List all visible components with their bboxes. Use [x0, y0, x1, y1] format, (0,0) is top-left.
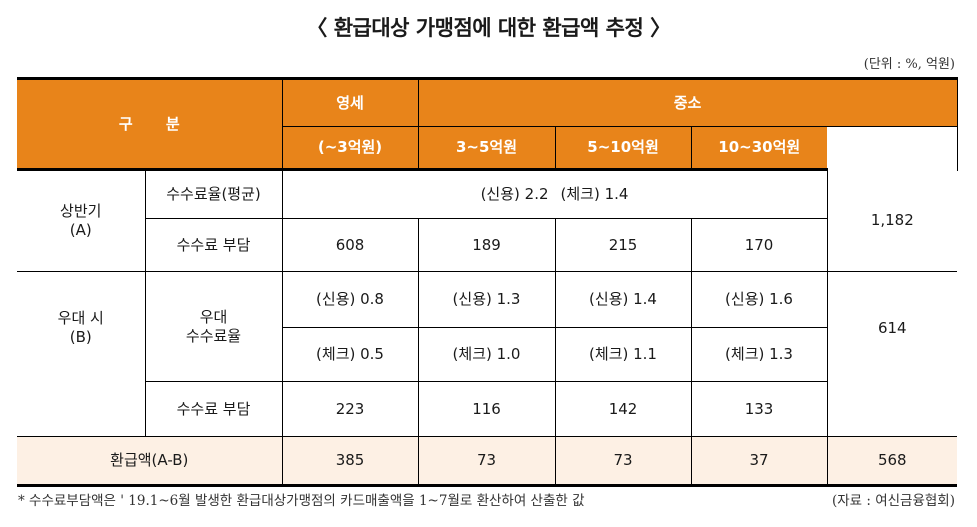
- header-small: 영세: [281, 77, 419, 127]
- refund-value: 73: [554, 436, 692, 487]
- table-row: 상반기 (A) 수수료율(평균) (신용) 2.2 (체크) 1.4 1,182: [17, 169, 958, 272]
- fee-burden-label: 수수료 부담: [144, 381, 283, 437]
- refund-label: 환급액(A-B): [17, 436, 283, 487]
- check-rate: (체크) 1.1: [554, 327, 692, 382]
- header-medium-range-2: 5~10억원: [554, 126, 692, 171]
- fee-burden-value: 142: [554, 381, 692, 437]
- fee-burden-value: 189: [417, 218, 556, 272]
- table-row-refund: 환급액(A-B) 385 73 73 37 568: [17, 436, 958, 487]
- unit-note: (단위 : %, 억원): [863, 57, 955, 72]
- refund-value: 385: [281, 436, 419, 487]
- fee-burden-value: 170: [690, 218, 828, 272]
- header-medium: 중소: [417, 77, 958, 127]
- header-medium-range-3: 10~30억원: [690, 126, 828, 171]
- first-half-label: 상반기 (A): [17, 169, 145, 272]
- preferential-label: 우대 시 (B): [17, 271, 145, 437]
- header-category: 구 분: [17, 77, 283, 171]
- refund-total: 568: [826, 436, 958, 487]
- credit-rate: (신용) 1.6: [690, 271, 828, 328]
- table-row: 우대 시 (B) 우대 수수료율 (신용) 0.8 (신용) 1.3 (신용) …: [17, 271, 958, 437]
- source-note: (자료 : 여신금융협회): [831, 493, 955, 509]
- refund-value: 73: [417, 436, 556, 487]
- credit-rate: (신용) 1.4: [554, 271, 692, 328]
- fee-burden-value: 608: [281, 218, 419, 272]
- fee-burden-value: 133: [690, 381, 828, 437]
- table-row: (체크) 0.5 (체크) 1.0 (체크) 1.1 (체크) 1.3: [17, 327, 957, 382]
- table-row: 수수료 부담 223 116 142 133: [17, 381, 957, 437]
- fee-rate-average: (신용) 2.2 (체크) 1.4: [281, 169, 828, 219]
- preferential-rate-label: 우대 수수료율: [144, 271, 283, 382]
- credit-rate: (신용) 0.8: [281, 271, 419, 328]
- fee-burden-value: 223: [281, 381, 419, 437]
- header-small-range: (~3억원): [281, 126, 419, 171]
- fee-burden-value: 116: [417, 381, 556, 437]
- first-half-total: 1,182: [826, 169, 958, 272]
- refund-value: 37: [690, 436, 828, 487]
- table-row: 수수료 부담 608 189 215 170: [17, 218, 957, 272]
- fee-rate-label: 수수료율(평균): [144, 169, 283, 219]
- check-rate: (체크) 0.5: [281, 327, 419, 382]
- fee-burden-value: 215: [554, 218, 692, 272]
- check-rate: (체크) 1.3: [690, 327, 828, 382]
- page-title: 〈 환급대상 가맹점에 대한 환급액 추정 〉: [306, 16, 671, 40]
- credit-rate: (신용) 1.3: [417, 271, 556, 328]
- check-rate: (체크) 1.0: [417, 327, 556, 382]
- footnote: * 수수료부담액은 ' 19.1~6월 발생한 환급대상가맹점의 카드매출액을 …: [18, 493, 585, 509]
- preferential-total: 614: [826, 271, 958, 437]
- refund-estimate-table: 구 분 영세 중소 계 (~3억원) 3~5억원 5~10억원 10~30억원 …: [17, 77, 971, 487]
- header-medium-range-1: 3~5억원: [417, 126, 556, 171]
- fee-burden-label: 수수료 부담: [144, 218, 283, 272]
